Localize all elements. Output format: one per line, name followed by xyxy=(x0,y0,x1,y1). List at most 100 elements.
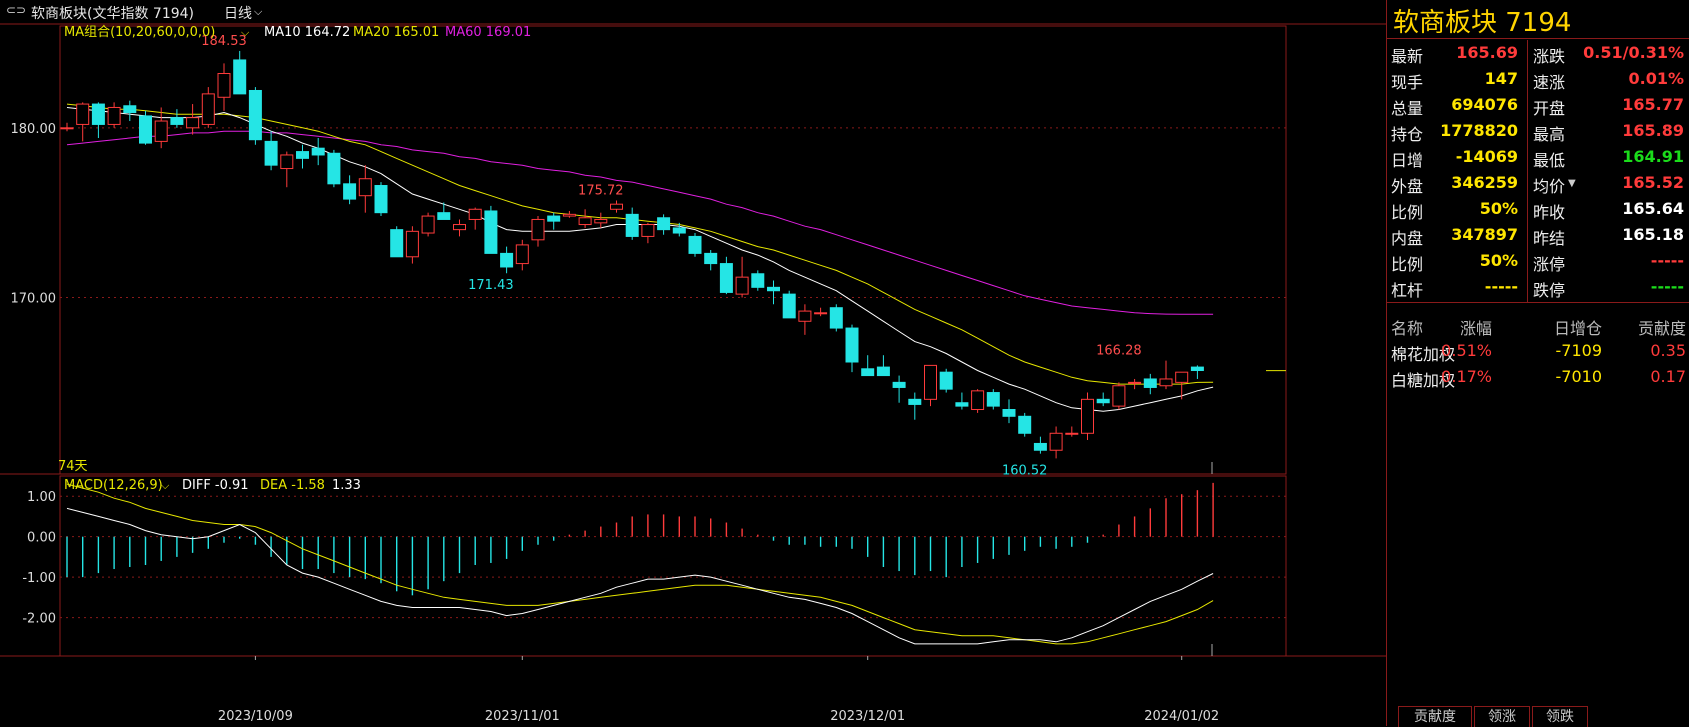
candle-body xyxy=(1175,371,1189,383)
candle xyxy=(217,63,231,111)
ma-legend-label: MA组合(10,20,60,0,0,0) xyxy=(64,25,215,40)
kline-chart[interactable]: 180.00 170.00 1.00 0.00 -1.00 -2.00 2023/10/09… xyxy=(0,0,1386,726)
candle-body xyxy=(123,105,137,114)
candle-body xyxy=(154,120,168,142)
quote-label: 总量 xyxy=(1391,99,1424,118)
price-tick-label: 170.00 xyxy=(11,292,57,307)
price-annotation: 171.43 xyxy=(468,278,514,293)
quote-row: 总量 694076 开盘 165.77 xyxy=(1387,92,1689,118)
ma60-line xyxy=(66,130,1214,315)
candle xyxy=(1128,378,1142,390)
candle xyxy=(971,389,985,413)
quote-label: 涨跌 xyxy=(1533,47,1566,66)
quote-label: 比例 xyxy=(1391,203,1424,222)
quote-value: ----- xyxy=(1650,277,1684,296)
tab-contrib[interactable]: 贡献度 xyxy=(1398,706,1472,727)
ma20-line xyxy=(66,103,1214,385)
quote-value: 164.91 xyxy=(1622,147,1684,166)
divider xyxy=(1387,38,1689,39)
quote-label: 最新 xyxy=(1391,47,1424,66)
ma60-legend: MA60 169.01 xyxy=(445,25,531,40)
quote-label: 开盘 xyxy=(1533,99,1566,118)
quote-value: ----- xyxy=(1650,251,1684,270)
quote-label: 昨结 xyxy=(1533,229,1566,248)
candle xyxy=(515,239,529,271)
candle xyxy=(405,226,419,264)
date-label: 2023/11/01 xyxy=(485,709,560,724)
tab-leaders-up[interactable]: 领涨 xyxy=(1474,706,1530,727)
candle-body xyxy=(704,252,718,265)
candle xyxy=(814,307,828,317)
candle xyxy=(248,87,262,145)
quote-value: 1778820 xyxy=(1440,121,1518,140)
candle-body xyxy=(296,151,309,159)
candle xyxy=(829,304,843,332)
candle xyxy=(76,102,90,142)
contrib-row[interactable]: 白糖加权 0.17% -7010 0.17 xyxy=(1387,364,1689,390)
date-label: 2024/01/02 xyxy=(1144,709,1219,724)
candle xyxy=(1190,365,1204,379)
candle xyxy=(876,355,890,377)
quote-value: -14069 xyxy=(1455,147,1518,166)
candle-body xyxy=(1033,442,1047,451)
dea-line xyxy=(66,483,1214,645)
candle xyxy=(201,87,215,128)
candle-body xyxy=(767,286,780,292)
triangle-down-icon[interactable]: ▼ xyxy=(1568,178,1576,189)
quote-label: 最高 xyxy=(1533,125,1566,144)
candle-body xyxy=(421,215,435,234)
candle xyxy=(610,200,623,213)
candle xyxy=(1081,392,1094,441)
quote-value: 694076 xyxy=(1451,95,1518,114)
quote-value: 165.52 xyxy=(1622,173,1684,192)
candle xyxy=(437,202,451,220)
dea-legend: DEA -1.58 xyxy=(260,478,325,493)
quote-row: 比例 50% 昨收 165.64 xyxy=(1387,196,1689,222)
candle-body xyxy=(76,103,90,125)
candle-body xyxy=(139,115,152,144)
quote-value: 346259 xyxy=(1451,173,1518,192)
candle xyxy=(562,210,576,218)
candle-body xyxy=(939,371,953,390)
candle-body xyxy=(845,327,859,363)
macd-tick-label: -1.00 xyxy=(22,571,56,586)
macd-tick-label: 1.00 xyxy=(27,490,56,505)
chevron-down-icon[interactable]: ⌵ xyxy=(254,5,263,18)
contrib-chg: 0.51% xyxy=(1441,341,1492,360)
candle xyxy=(186,104,200,135)
candle-body xyxy=(264,140,278,166)
candle-body xyxy=(641,224,655,237)
candle xyxy=(91,102,105,138)
candle xyxy=(767,280,780,305)
link-icon[interactable]: ⊂⊃ xyxy=(6,3,27,17)
candle xyxy=(1065,426,1079,437)
contrib-chg: 0.17% xyxy=(1441,367,1492,386)
candle xyxy=(641,222,655,244)
candle xyxy=(1159,360,1173,390)
candle-body xyxy=(453,224,466,231)
candle-body xyxy=(610,203,623,210)
candle xyxy=(625,207,639,240)
candle xyxy=(719,256,733,295)
macd-tick-label: 0.00 xyxy=(27,531,56,546)
period-selector[interactable]: 日线 xyxy=(224,6,252,22)
candle-body xyxy=(233,59,247,95)
candle xyxy=(1049,426,1063,459)
quote-row: 现手 147 速涨 0.01% xyxy=(1387,66,1689,92)
tab-leaders-down[interactable]: 领跌 xyxy=(1532,706,1588,727)
divider xyxy=(1527,40,1528,302)
candle-body xyxy=(327,152,341,185)
candle-body xyxy=(468,208,482,220)
diff-line xyxy=(66,507,1214,645)
quote-value: 50% xyxy=(1479,199,1518,218)
candle-body xyxy=(186,117,200,129)
candle-body xyxy=(1018,415,1032,434)
quote-value: 165.64 xyxy=(1622,199,1684,218)
contrib-row[interactable]: 棉花加权 0.51% -7109 0.35 xyxy=(1387,338,1689,364)
candle xyxy=(892,375,906,403)
quote-row: 持仓 1778820 最高 165.89 xyxy=(1387,118,1689,144)
candle-body xyxy=(672,227,686,234)
candle-body xyxy=(719,263,733,293)
quote-label: 跌停 xyxy=(1533,281,1566,300)
quote-label: 均价 xyxy=(1533,177,1566,196)
